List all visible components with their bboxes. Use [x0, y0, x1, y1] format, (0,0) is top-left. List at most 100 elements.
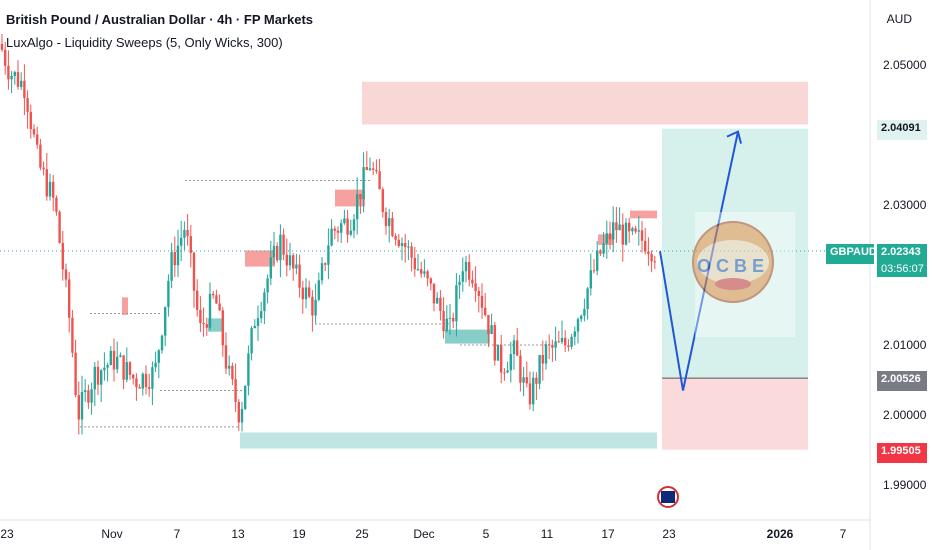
candle-body [506, 370, 509, 373]
candle-body [93, 366, 96, 390]
candle-body [256, 318, 260, 327]
candle-body [199, 309, 202, 324]
candle-body [208, 293, 212, 328]
candle-body [48, 181, 52, 197]
candle-body [160, 335, 164, 351]
last-price-badge: 2.02343 [877, 244, 927, 261]
candle-body [538, 354, 541, 384]
currency-label[interactable]: AUD [886, 12, 912, 26]
candle-body [196, 290, 199, 310]
time-tick-label: 7 [174, 527, 181, 541]
candle-body [304, 287, 308, 300]
candle-body [416, 269, 420, 271]
indicator-label[interactable]: LuxAlgo - Liquidity Sweeps (5, Only Wick… [6, 35, 283, 50]
arrow-head [726, 130, 742, 144]
candle-body [285, 254, 288, 266]
candle-body [583, 309, 586, 316]
candle-body [580, 315, 583, 320]
candle-body [186, 230, 189, 237]
candle-body [7, 65, 10, 80]
candle-body [356, 194, 359, 220]
candle-body [509, 354, 512, 371]
candle-body [164, 307, 167, 336]
candle-body [372, 168, 375, 170]
candle-body [410, 246, 413, 258]
candle-body [13, 72, 16, 76]
candle-body [279, 234, 282, 261]
candle-body [384, 211, 388, 227]
candle-body [650, 254, 653, 262]
candle-body [250, 328, 253, 354]
candle-body [151, 367, 154, 389]
candle-body [624, 222, 628, 245]
candle-body [423, 271, 426, 274]
candle-body [596, 250, 599, 271]
candle-body [362, 167, 365, 200]
candle-body [122, 355, 125, 380]
candle-body [448, 317, 452, 319]
chart-title: British Pound / Australian Dollar · 4h ·… [6, 12, 313, 27]
candle-body [84, 390, 87, 393]
candle-body [180, 237, 183, 246]
candle-body [224, 345, 228, 369]
candle-body [621, 224, 624, 245]
candle-body [480, 295, 484, 308]
candle-body [420, 269, 423, 274]
candle-body [349, 230, 352, 235]
candle-body [541, 354, 544, 364]
candle-body [554, 341, 557, 348]
candle-body [560, 338, 564, 342]
time-tick-label: 5 [483, 527, 490, 541]
candle-body [359, 194, 362, 200]
candle-body [375, 169, 378, 172]
demand-zone [240, 432, 657, 449]
candle-body [132, 374, 135, 379]
candle-body [397, 239, 400, 247]
candle-body [55, 197, 58, 212]
candle-body [272, 245, 276, 258]
candle-body [167, 280, 170, 308]
time-tick-label: 23 [662, 527, 676, 541]
candle-body [116, 356, 119, 370]
watermark-mark [715, 278, 751, 290]
candle-body [522, 377, 525, 383]
candle-body [308, 287, 311, 297]
candle-body [608, 233, 612, 240]
candle-body [612, 222, 615, 240]
candle-body [532, 377, 535, 405]
candle-body [298, 264, 301, 288]
time-tick-label: Nov [101, 527, 122, 541]
candle-body [148, 387, 151, 389]
candle-body [573, 331, 576, 337]
candle-body [512, 340, 516, 355]
candle-body [234, 379, 237, 402]
candle-body [154, 362, 157, 368]
candle-body [458, 281, 461, 286]
candle-body [442, 310, 445, 332]
candle-body [368, 168, 372, 170]
candle-body [282, 234, 285, 255]
candle-body [237, 401, 240, 423]
candle-body [432, 283, 436, 304]
candle-body [266, 278, 269, 293]
candle-body [320, 263, 324, 281]
candle-body [484, 307, 487, 316]
candle-body [276, 245, 279, 261]
candle-body [455, 285, 458, 322]
candle-body [592, 270, 596, 272]
candle-body [301, 287, 304, 300]
candle-body [346, 218, 349, 235]
sweep-block-2 [122, 297, 128, 315]
candle-body [340, 223, 343, 233]
candle-body [439, 297, 442, 311]
candle-body [605, 233, 608, 244]
candle-body [637, 230, 640, 232]
candle-body [20, 80, 23, 87]
candle-body [183, 230, 186, 238]
time-tick-label: 25 [355, 527, 369, 541]
ocbe-watermark-logo: OCBE [692, 212, 795, 337]
candle-body [4, 49, 7, 66]
candle-body [500, 344, 503, 373]
candle-body [324, 263, 327, 265]
